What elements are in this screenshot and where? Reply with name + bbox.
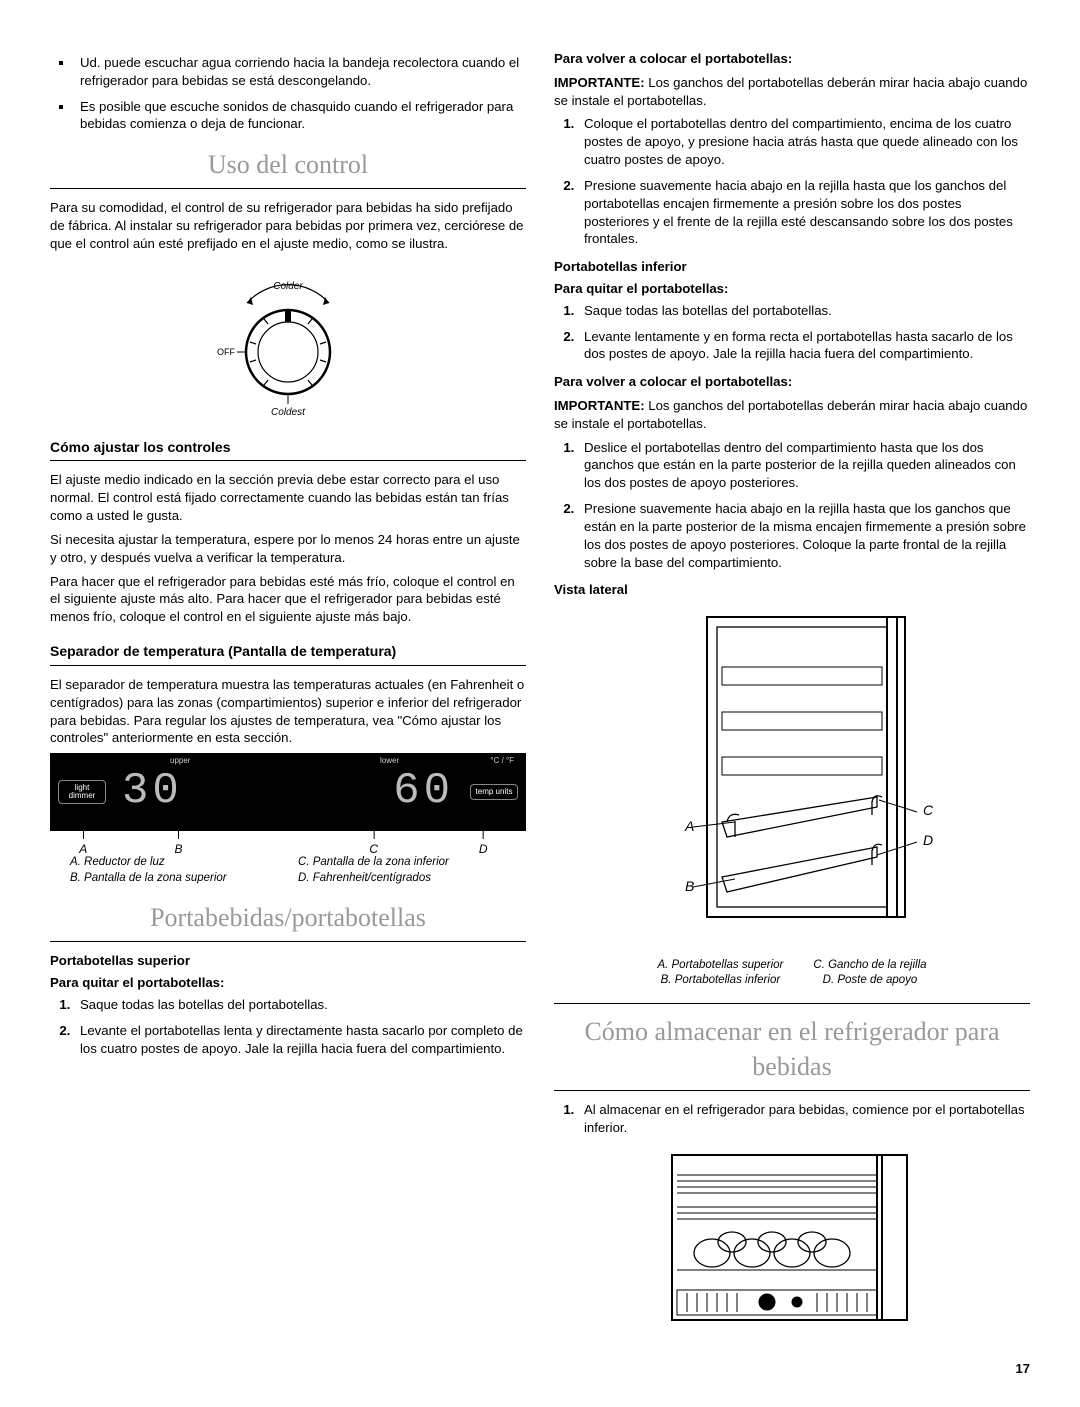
replace-step-1: Coloque el portabotellas dentro del comp… xyxy=(578,115,1030,168)
panel-upper-label: upper xyxy=(170,756,190,767)
remove-steps: Saque todas las botellas del portabotell… xyxy=(50,996,526,1057)
lower-zone-display: 60 xyxy=(393,762,454,821)
heading-side-view: Vista lateral xyxy=(554,581,1030,599)
heading-separator: Separador de temperatura (Pantalla de te… xyxy=(50,642,526,661)
adjust-p3: Para hacer que el refrigerador para bebi… xyxy=(50,573,526,626)
side-legend-d: D. Poste de apoyo xyxy=(813,973,926,989)
remove2-step-1: Saque todas las botellas del portabotell… xyxy=(578,302,1030,320)
intro-bullets: Ud. puede escuchar agua corriendo hacia … xyxy=(50,54,526,133)
temperature-display-figure: upper lower °C / °F light dimmer 30 60 t… xyxy=(50,753,526,886)
heading-lower-rack: Portabotellas inferior xyxy=(554,258,1030,276)
heading-replace-rack: Para volver a colocar el portabotellas: xyxy=(554,50,1030,68)
heading-portabebidas: Portabebidas/portabotellas xyxy=(50,900,526,935)
svg-text:B: B xyxy=(685,878,694,894)
side-legend-c: C. Gancho de la rejilla xyxy=(813,958,926,974)
replace-steps-2: Deslice el portabotellas dentro del comp… xyxy=(554,439,1030,572)
important-note-1: IMPORTANTE: Los ganchos del portabotella… xyxy=(554,74,1030,110)
heading-remove-rack: Para quitar el portabotellas: xyxy=(50,974,526,992)
svg-text:C: C xyxy=(923,802,934,818)
bullet-1: Ud. puede escuchar agua corriendo hacia … xyxy=(74,54,526,90)
temp-units-button: temp units xyxy=(470,784,518,800)
callout-b: B xyxy=(175,831,183,857)
svg-text:A: A xyxy=(684,818,694,834)
dial-off-label: OFF xyxy=(217,347,235,357)
side-legend-a: A. Portabotellas superior xyxy=(657,958,783,974)
light-dimmer-button: light dimmer xyxy=(58,780,106,804)
side-legend-b: B. Portabotellas inferior xyxy=(657,973,783,989)
replace-steps: Coloque el portabotellas dentro del comp… xyxy=(554,115,1030,248)
replace-step-2: Presione suavemente hacia abajo en la re… xyxy=(578,177,1030,248)
intro-paragraph: Para su comodidad, el control de su refr… xyxy=(50,199,526,252)
remove-step-2: Levante el portabotellas lenta y directa… xyxy=(74,1022,526,1058)
remove-step-1: Saque todas las botellas del portabotell… xyxy=(74,996,526,1014)
legend-b: B. Pantalla de la zona superior xyxy=(70,871,298,887)
replace2-step-1: Deslice el portabotellas dentro del comp… xyxy=(578,439,1030,492)
heading-uso-del-control: Uso del control xyxy=(50,147,526,182)
storage-steps: Al almacenar en el refrigerador para beb… xyxy=(554,1101,1030,1137)
replace2-step-2: Presione suavemente hacia abajo en la re… xyxy=(578,500,1030,571)
callout-a: A xyxy=(79,831,87,857)
upper-zone-display: 30 xyxy=(122,762,183,821)
control-dial-figure: Colder OFF Coldest xyxy=(50,267,526,422)
storage-figure xyxy=(554,1145,1030,1340)
heading-remove-rack-2: Para quitar el portabotellas: xyxy=(554,280,1030,298)
adjust-p2: Si necesita ajustar la temperatura, espe… xyxy=(50,531,526,567)
remove2-step-2: Levante lentamente y en forma recta el p… xyxy=(578,328,1030,364)
legend-c: C. Pantalla de la zona inferior xyxy=(298,855,526,871)
heading-storage: Cómo almacenar en el refrigerador para b… xyxy=(554,1014,1030,1084)
important-note-2: IMPORTANTE: Los ganchos del portabotella… xyxy=(554,397,1030,433)
remove-steps-2: Saque todas las botellas del portabotell… xyxy=(554,302,1030,363)
callout-d: D xyxy=(479,831,488,857)
panel-lower-label: lower xyxy=(380,756,399,767)
svg-text:D: D xyxy=(923,832,933,848)
bullet-2: Es posible que escuche sonidos de chasqu… xyxy=(74,98,526,134)
dial-coldest-label: Coldest xyxy=(271,407,306,417)
heading-adjust-controls: Cómo ajustar los controles xyxy=(50,438,526,457)
heading-upper-rack: Portabotellas superior xyxy=(50,952,526,970)
heading-replace-rack-2: Para volver a colocar el portabotellas: xyxy=(554,373,1030,391)
adjust-p1: El ajuste medio indicado en la sección p… xyxy=(50,471,526,524)
dial-colder-label: Colder xyxy=(273,281,303,292)
separator-paragraph: El separador de temperatura muestra las … xyxy=(50,676,526,747)
panel-degcf-label: °C / °F xyxy=(490,756,514,767)
callout-c: C xyxy=(369,831,378,857)
side-view-figure: A B C D A. Portabotellas superior B. Por… xyxy=(554,607,1030,989)
legend-a: A. Reductor de luz xyxy=(70,855,298,871)
page-number: 17 xyxy=(50,1360,1030,1378)
legend-d: D. Fahrenheit/centígrados xyxy=(298,871,526,887)
storage-step-1: Al almacenar en el refrigerador para beb… xyxy=(578,1101,1030,1137)
